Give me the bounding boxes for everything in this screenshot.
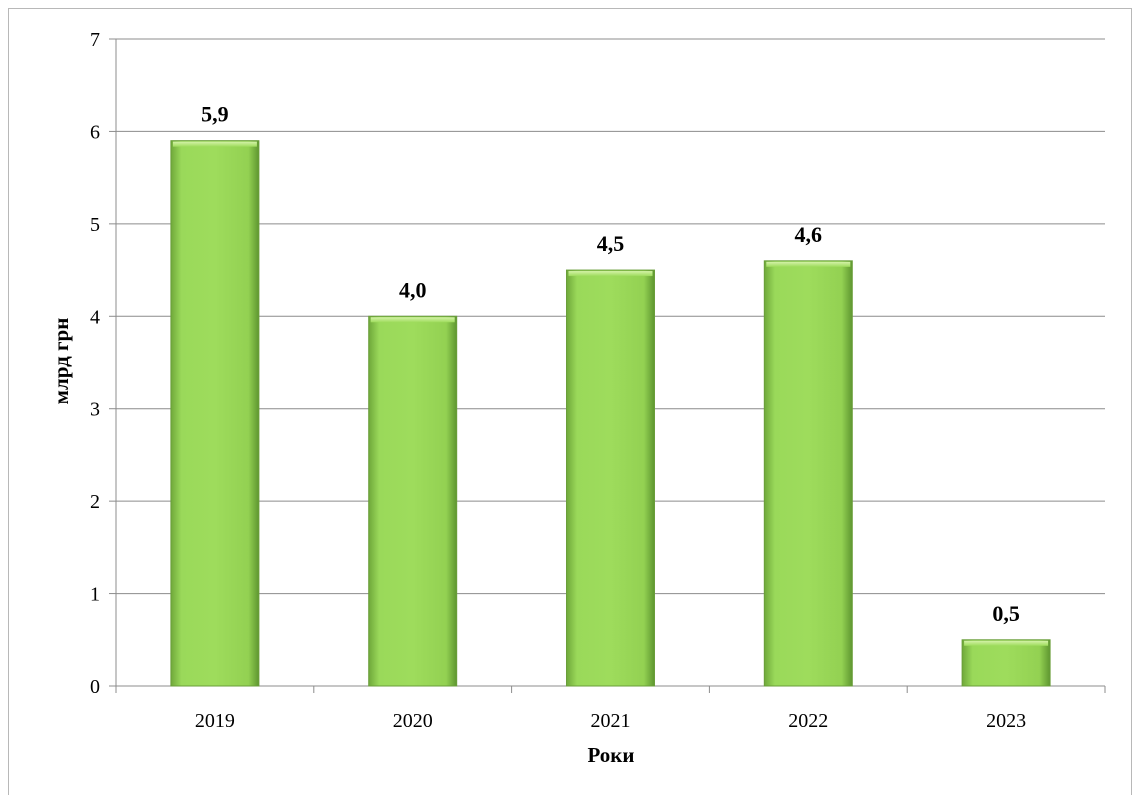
bar xyxy=(170,140,260,687)
data-label: 4,0 xyxy=(399,277,427,302)
x-tick-label: 2021 xyxy=(591,710,631,732)
bar-highlight xyxy=(568,271,653,277)
y-tick-label: 5 xyxy=(90,214,100,236)
bar-2022 xyxy=(763,260,853,687)
x-axis-title: Роки xyxy=(587,743,634,767)
x-tick-label: 2020 xyxy=(393,710,433,732)
x-tick-label: 2023 xyxy=(986,710,1026,732)
labels: 0 1 2 3 4 5 6 7 5,9 2019 4,0 2020 4,5 2021 4,6 2022 0,5 2… xyxy=(90,29,1026,732)
bars xyxy=(170,140,1051,687)
y-tick-label: 3 xyxy=(90,399,100,421)
bar xyxy=(961,639,1051,687)
data-label: 4,5 xyxy=(597,231,625,256)
x-tick-label: 2019 xyxy=(195,710,235,732)
bar-highlight xyxy=(766,261,851,267)
bar-highlight xyxy=(172,141,257,147)
bar xyxy=(763,260,853,687)
bar-2021 xyxy=(566,269,655,687)
data-label: 4,6 xyxy=(795,222,823,247)
bar xyxy=(368,315,458,687)
bar-2023 xyxy=(961,639,1051,687)
y-tick-label: 7 xyxy=(90,29,100,51)
chart-frame xyxy=(8,8,1132,795)
bar-2020 xyxy=(368,315,458,687)
data-label: 5,9 xyxy=(201,102,229,127)
data-label: 0,5 xyxy=(992,601,1020,626)
bar-highlight xyxy=(370,317,455,323)
y-axis-title: млрд грн xyxy=(49,318,73,405)
bar-2019 xyxy=(170,140,260,687)
y-tick-label: 4 xyxy=(90,306,100,328)
bar xyxy=(566,269,655,687)
x-tick-label: 2022 xyxy=(788,710,828,732)
y-tick-label: 0 xyxy=(90,676,100,698)
y-tick-label: 1 xyxy=(90,584,100,606)
y-tick-label: 6 xyxy=(90,121,100,143)
bar-highlight xyxy=(964,640,1049,646)
y-tick-label: 2 xyxy=(90,491,100,513)
